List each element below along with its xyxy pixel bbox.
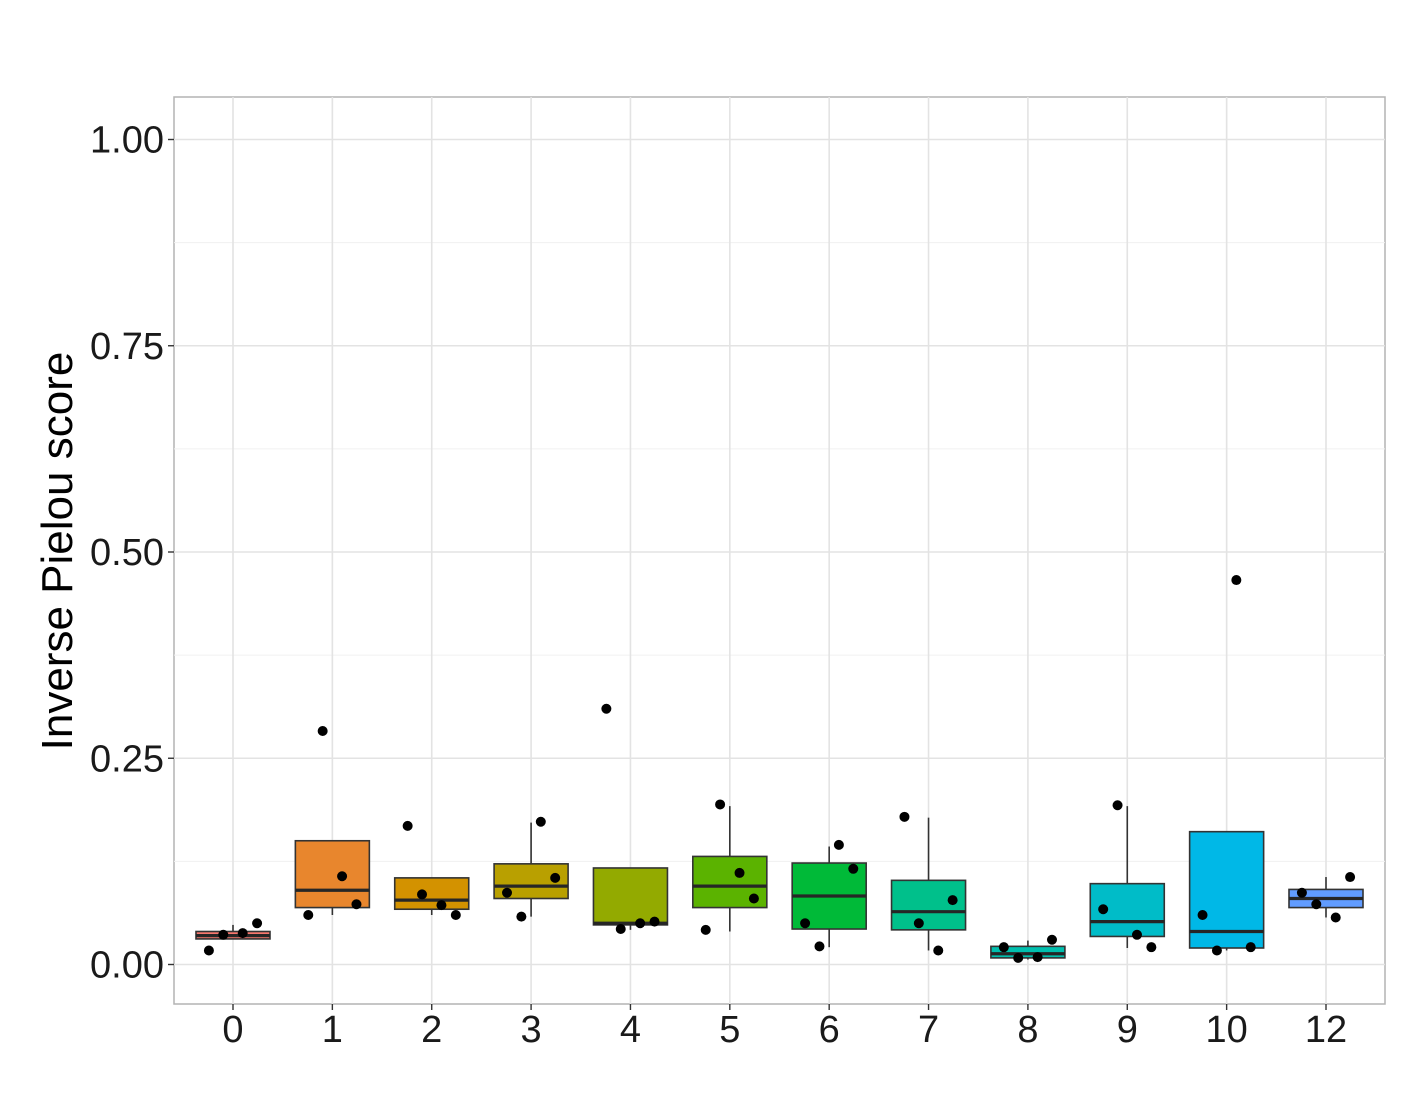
data-point [748, 893, 759, 904]
data-point [450, 910, 461, 920]
x-tick-label: 5 [719, 1009, 740, 1051]
data-point [800, 918, 811, 929]
y-tick-label: 0.75 [90, 326, 164, 368]
box-body [890, 879, 967, 931]
data-point [848, 863, 859, 874]
box-body [990, 945, 1066, 959]
data-point [1296, 887, 1307, 898]
y-tick-label: 0.50 [90, 532, 164, 574]
data-point [1311, 899, 1322, 910]
data-point [1013, 952, 1024, 963]
box-12 [1288, 877, 1364, 918]
data-points [203, 575, 1356, 963]
data-point [237, 928, 248, 939]
data-point [535, 816, 546, 827]
x-tick-label: 1 [322, 1009, 343, 1051]
data-point [351, 899, 362, 910]
data-point [1098, 904, 1109, 915]
x-tick-label: 10 [1205, 1009, 1247, 1051]
data-point [252, 918, 263, 929]
box-body [592, 867, 669, 926]
plot-panel [173, 96, 1386, 1005]
y-tick-label: 0.00 [90, 945, 164, 987]
box-1 [294, 839, 371, 915]
box-9 [1089, 806, 1166, 948]
data-point [1112, 800, 1123, 811]
data-point [303, 910, 314, 920]
x-tick-label: 2 [421, 1009, 442, 1051]
data-point [417, 889, 428, 900]
x-tick-label: 0 [222, 1009, 243, 1051]
data-point [715, 799, 726, 810]
data-point [1330, 912, 1341, 923]
data-point [933, 945, 944, 956]
data-point [615, 924, 626, 935]
box-body [1188, 830, 1265, 949]
box-10 [1188, 830, 1265, 951]
data-point [1245, 942, 1256, 953]
y-axis-ticks: 0.00 0.25 0.50 0.75 1.00 [90, 120, 174, 987]
box-body [294, 839, 371, 909]
data-point [734, 867, 745, 878]
data-point [1345, 872, 1356, 883]
y-axis-title: Inverse Pielou score [33, 352, 82, 751]
data-point [337, 871, 348, 882]
data-point [317, 726, 328, 737]
x-tick-label: 8 [1017, 1009, 1038, 1051]
data-point [947, 895, 958, 906]
x-tick-label: 9 [1117, 1009, 1138, 1051]
data-point [1146, 942, 1157, 953]
x-tick-label: 7 [918, 1009, 939, 1051]
data-point [1197, 910, 1208, 920]
data-point [913, 918, 924, 929]
data-point [1211, 945, 1222, 956]
data-point [550, 872, 561, 883]
y-tick-label: 1.00 [90, 120, 164, 162]
box-body [393, 877, 470, 911]
data-point [1032, 952, 1043, 963]
x-tick-label: 3 [521, 1009, 542, 1051]
data-point [635, 918, 646, 929]
data-point [218, 929, 229, 940]
box-2 [393, 877, 470, 915]
data-point [516, 911, 527, 922]
x-axis-ticks: 0 1 2 3 4 5 6 7 8 9 10 12 [222, 1004, 1347, 1051]
data-point [700, 924, 711, 935]
data-point [436, 900, 447, 911]
box-0 [195, 924, 271, 940]
grid-lines [174, 97, 1385, 1004]
data-point [998, 942, 1009, 953]
data-point [203, 945, 214, 956]
data-point [502, 887, 513, 898]
box-4 [592, 867, 669, 930]
x-tick-label: 6 [819, 1009, 840, 1051]
x-tick-label: 12 [1305, 1009, 1347, 1051]
data-point [833, 839, 844, 850]
data-point [899, 811, 910, 822]
data-point [1131, 929, 1142, 940]
data-point [1231, 575, 1242, 586]
x-tick-label: 4 [620, 1009, 641, 1051]
data-point [649, 916, 660, 927]
data-point [601, 703, 612, 714]
box-6 [791, 846, 867, 948]
data-point [814, 941, 825, 952]
y-tick-label: 0.25 [90, 738, 164, 780]
box-8 [990, 940, 1066, 960]
data-point [1046, 934, 1057, 945]
data-point [402, 820, 413, 831]
